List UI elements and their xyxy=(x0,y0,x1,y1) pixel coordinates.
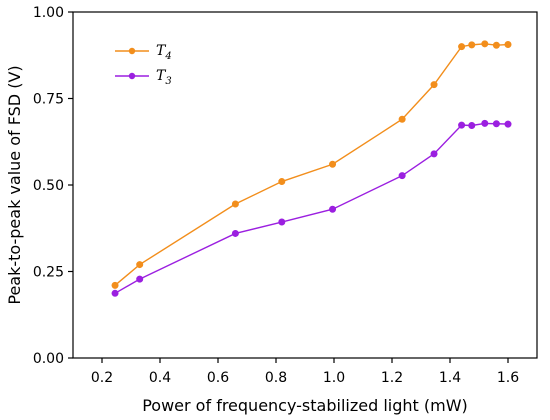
data-point xyxy=(398,172,406,180)
x-tick-label: 0.2 xyxy=(91,370,113,386)
legend-label: T3 xyxy=(156,68,172,87)
data-point xyxy=(111,289,119,297)
data-point xyxy=(468,41,476,49)
data-point xyxy=(430,150,438,158)
series-layer xyxy=(111,40,512,297)
data-point xyxy=(136,275,144,283)
data-point xyxy=(136,261,144,269)
data-point xyxy=(458,43,466,51)
legend-label: T4 xyxy=(156,43,172,62)
axes: 0.2 0.4 0.6 0.8 1.0 1.2 1.4 1.6 0.00 0.25 0.50 0.75… xyxy=(33,5,538,386)
x-axis-title: Power of frequency-stabilized light (mW) xyxy=(142,396,468,415)
x-tick-label: 1.6 xyxy=(497,370,519,386)
series-line xyxy=(114,122,509,294)
series-T4 xyxy=(111,40,512,289)
data-point xyxy=(231,229,239,237)
x-tick-label: 1.4 xyxy=(439,370,461,386)
data-point xyxy=(492,41,500,49)
data-point xyxy=(481,40,489,48)
data-point xyxy=(430,81,438,89)
y-axis-title: Peak-to-peak value of FSD (V) xyxy=(5,65,24,304)
y-tick-label: 0.75 xyxy=(33,92,64,108)
x-tick-label: 0.6 xyxy=(207,370,229,386)
data-point xyxy=(492,120,500,128)
data-point xyxy=(231,200,239,208)
data-point xyxy=(458,121,466,129)
data-point xyxy=(504,120,512,128)
x-tick-label: 1.2 xyxy=(381,370,403,386)
x-tick-label: 1.0 xyxy=(323,370,345,386)
data-point xyxy=(329,205,337,213)
y-tick-label: 0.25 xyxy=(33,265,64,281)
data-point xyxy=(504,41,512,49)
data-point xyxy=(278,218,286,226)
legend-marker xyxy=(128,47,136,55)
y-tick-label: 1.00 xyxy=(33,5,64,21)
data-point xyxy=(398,115,406,123)
data-point xyxy=(481,119,489,127)
data-point xyxy=(278,178,286,186)
x-tick-label: 0.8 xyxy=(265,370,287,386)
data-point xyxy=(329,160,337,168)
legend-marker xyxy=(128,72,136,80)
data-point xyxy=(468,121,476,129)
series-line xyxy=(114,43,509,286)
x-tick-label: 0.4 xyxy=(149,370,171,386)
plot-frame xyxy=(72,11,538,359)
data-point xyxy=(111,281,119,289)
series-T3 xyxy=(111,119,512,297)
y-tick-label: 0.50 xyxy=(33,178,64,194)
legend-item-T3: T3 xyxy=(115,68,172,87)
y-tick-label: 0.00 xyxy=(33,351,64,367)
legend-item-T4: T4 xyxy=(115,43,172,62)
